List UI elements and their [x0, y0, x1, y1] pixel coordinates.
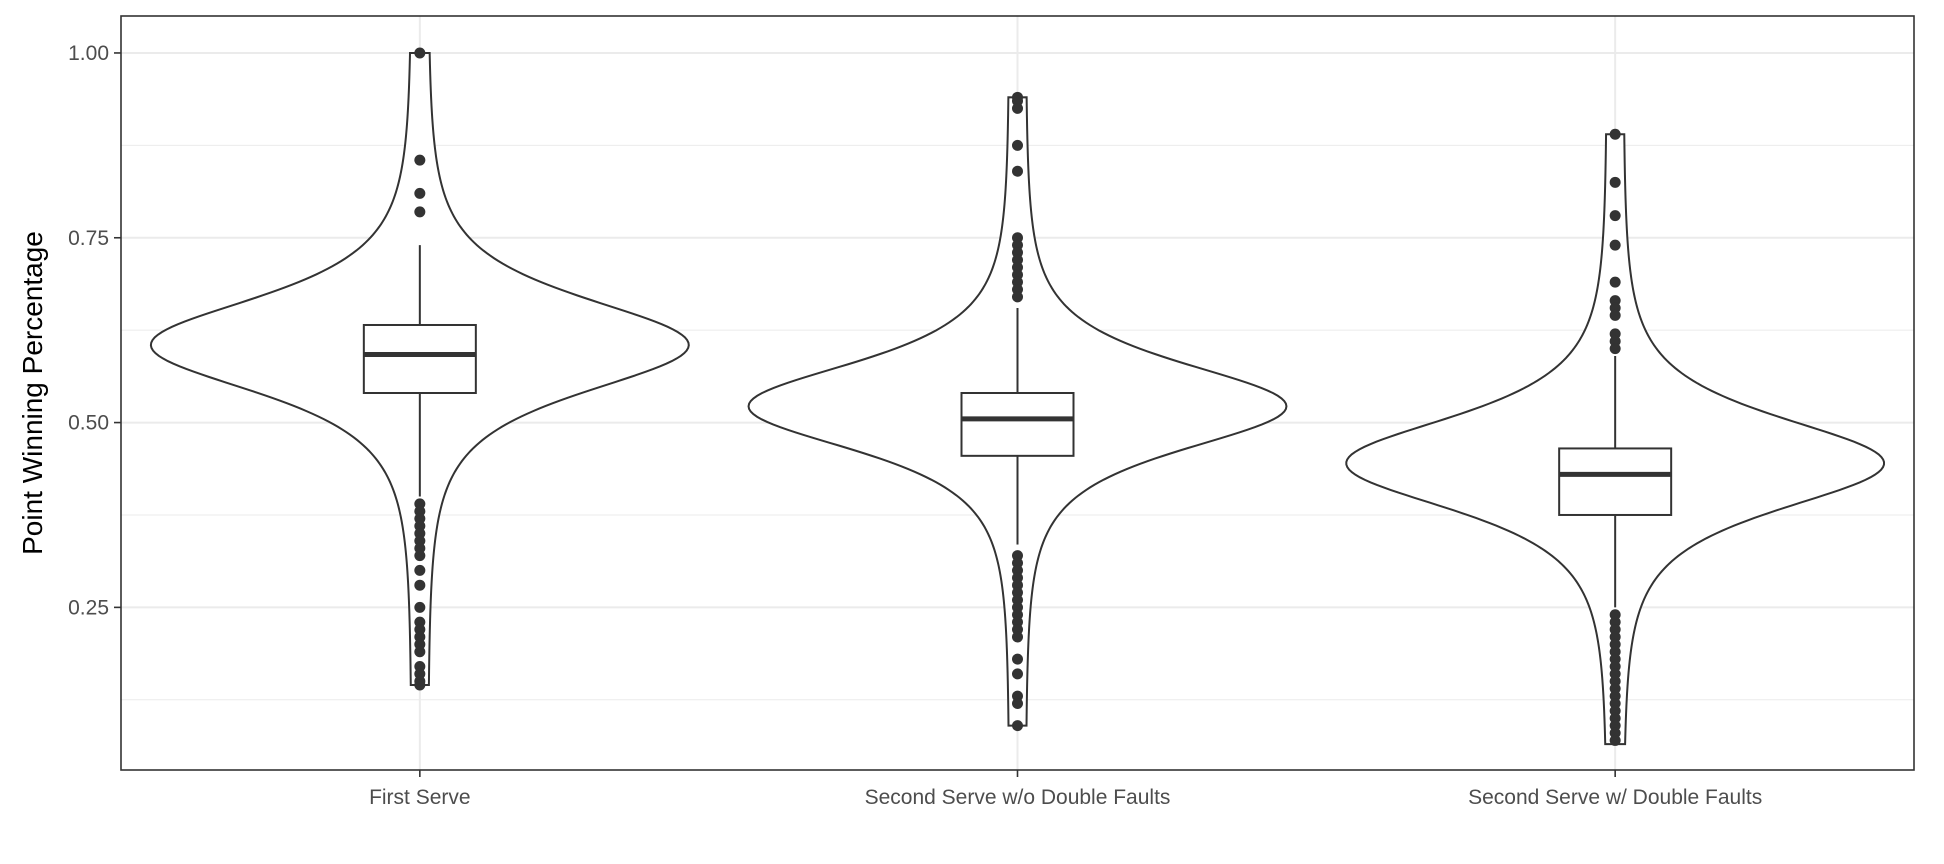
boxplots — [362, 245, 1673, 608]
outlier-point — [1012, 102, 1023, 114]
outlier-point — [1012, 631, 1023, 643]
outlier-point — [1609, 343, 1621, 355]
y-tick-label: 0.75 — [68, 227, 109, 250]
y-tick-label: 1.00 — [68, 42, 109, 65]
outlier-point — [1609, 734, 1621, 746]
outlier-point — [414, 47, 426, 59]
outlier-point — [414, 206, 426, 218]
outlier-point — [1609, 309, 1621, 321]
y-tick-label: 0.25 — [68, 596, 109, 619]
outlier-point — [1012, 139, 1023, 151]
outlier-point — [1012, 653, 1023, 665]
outlier-point — [414, 187, 426, 199]
x-tick-label: First Serve — [369, 786, 471, 809]
box — [960, 392, 1075, 457]
outlier-point — [414, 579, 426, 591]
outlier-point — [1609, 276, 1621, 288]
y-tick-label: 0.50 — [68, 412, 109, 435]
outlier-point — [414, 550, 426, 562]
outlier-point — [1609, 239, 1621, 251]
outlier-points — [414, 47, 1621, 746]
outlier-point — [1609, 210, 1621, 222]
outlier-point — [1012, 291, 1023, 303]
outlier-point — [414, 154, 426, 166]
box — [1558, 447, 1673, 516]
outlier-point — [1012, 720, 1023, 732]
outlier-point — [414, 646, 426, 658]
outlier-point — [1609, 128, 1621, 140]
outlier-point — [1012, 668, 1023, 680]
x-tick-label: Second Serve w/o Double Faults — [865, 786, 1171, 809]
outlier-point — [1012, 697, 1023, 709]
box — [362, 323, 477, 394]
y-axis-title: Point Winning Percentage — [17, 231, 48, 555]
outlier-point — [414, 601, 426, 613]
outlier-point — [414, 679, 426, 691]
x-tick-label: Second Serve w/ Double Faults — [1468, 786, 1762, 809]
outlier-point — [1012, 165, 1023, 177]
outlier-point — [1609, 176, 1621, 188]
x-axis: First Serve Second Serve w/o Double Fault… — [369, 770, 1762, 809]
y-axis: 0.25 0.50 0.75 1.00 — [68, 42, 121, 619]
outlier-point — [414, 564, 426, 576]
